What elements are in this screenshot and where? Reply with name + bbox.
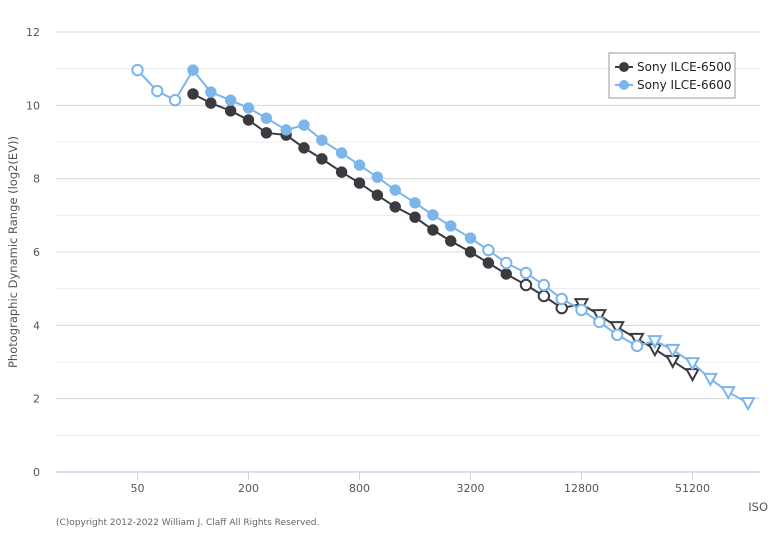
data-point-filled[interactable] bbox=[409, 211, 421, 223]
data-point-filled[interactable] bbox=[409, 197, 421, 209]
data-point-triangle[interactable] bbox=[740, 397, 756, 412]
data-point-filled[interactable] bbox=[335, 166, 348, 178]
x-tick-label: 51200 bbox=[675, 482, 710, 495]
y-axis-title: Photographic Dynamic Range (log2(EV)) bbox=[6, 136, 20, 368]
data-point-open[interactable] bbox=[168, 94, 182, 107]
data-point-filled[interactable] bbox=[224, 94, 237, 106]
data-point-triangle[interactable] bbox=[629, 332, 645, 347]
data-point-filled[interactable] bbox=[353, 159, 366, 171]
legend-marker-icon bbox=[619, 80, 629, 90]
data-point-filled[interactable] bbox=[242, 114, 255, 126]
data-point-filled[interactable] bbox=[316, 134, 328, 146]
data-point-triangle[interactable] bbox=[684, 357, 701, 372]
data-point-filled[interactable] bbox=[371, 189, 384, 201]
data-point-filled[interactable] bbox=[464, 232, 477, 244]
data-point-open[interactable] bbox=[482, 243, 495, 257]
data-point-filled[interactable] bbox=[335, 147, 348, 159]
x-tick-label: 200 bbox=[238, 482, 259, 495]
data-point-filled[interactable] bbox=[427, 209, 439, 221]
series-sony-ilce-6600 bbox=[131, 63, 756, 412]
y-tick-label: 8 bbox=[33, 173, 40, 186]
legend-label: Sony ILCE-6500 bbox=[637, 60, 732, 74]
y-tick-label: 2 bbox=[33, 393, 40, 406]
x-axis: 50 200 800 3200 12800 51200 bbox=[131, 472, 710, 495]
data-point-triangle[interactable] bbox=[702, 372, 719, 387]
legend-marker-icon bbox=[619, 62, 629, 72]
data-point-triangle[interactable] bbox=[591, 309, 608, 324]
data-point-open[interactable] bbox=[131, 63, 144, 77]
data-point-triangle[interactable] bbox=[720, 386, 736, 401]
data-point-open[interactable] bbox=[519, 266, 533, 280]
data-point-filled[interactable] bbox=[205, 97, 217, 109]
data-point-filled[interactable] bbox=[464, 246, 477, 258]
series-line bbox=[136, 68, 749, 404]
data-point-open[interactable] bbox=[630, 339, 644, 353]
data-point-triangle[interactable] bbox=[665, 343, 681, 358]
data-point-open[interactable] bbox=[575, 303, 588, 317]
copyright-text: (C)opyright 2012-2022 William J. Claff A… bbox=[56, 518, 319, 528]
x-tick-label: 800 bbox=[349, 482, 370, 495]
data-point-triangle[interactable] bbox=[647, 335, 663, 350]
data-point-filled[interactable] bbox=[260, 112, 273, 124]
y-tick-label: 4 bbox=[33, 319, 40, 332]
x-axis-title: ISO bbox=[748, 500, 768, 514]
data-point-filled[interactable] bbox=[500, 268, 512, 280]
y-axis-ticks: 0 2 4 6 8 10 12 bbox=[26, 26, 40, 479]
data-point-filled[interactable] bbox=[371, 171, 384, 183]
data-point-filled[interactable] bbox=[205, 86, 217, 98]
legend-label: Sony ILCE-6600 bbox=[637, 78, 732, 92]
data-point-filled[interactable] bbox=[298, 142, 310, 154]
data-point-filled[interactable] bbox=[445, 235, 457, 247]
data-point-filled[interactable] bbox=[187, 64, 199, 76]
data-point-open[interactable] bbox=[593, 315, 606, 329]
data-point-filled[interactable] bbox=[389, 184, 401, 196]
data-point-open[interactable] bbox=[537, 278, 551, 292]
data-point-filled[interactable] bbox=[427, 224, 439, 236]
y-tick-label: 0 bbox=[33, 466, 40, 479]
x-tick-label: 50 bbox=[131, 482, 145, 495]
data-point-filled[interactable] bbox=[260, 127, 273, 139]
y-tick-label: 6 bbox=[33, 246, 40, 259]
data-point-open[interactable] bbox=[555, 292, 568, 306]
data-point-open[interactable] bbox=[611, 328, 624, 342]
data-point-open[interactable] bbox=[537, 289, 551, 303]
data-point-triangle[interactable] bbox=[609, 321, 625, 336]
data-point-filled[interactable] bbox=[316, 153, 328, 165]
data-point-filled[interactable] bbox=[353, 177, 366, 189]
data-point-filled[interactable] bbox=[187, 88, 199, 100]
legend-item-ilce-6500[interactable]: Sony ILCE-6500 bbox=[615, 60, 732, 74]
data-point-filled[interactable] bbox=[482, 257, 495, 269]
data-point-filled[interactable] bbox=[242, 102, 255, 114]
data-point-filled[interactable] bbox=[445, 220, 457, 232]
legend-box bbox=[608, 52, 736, 99]
legend-item-ilce-6600[interactable]: Sony ILCE-6600 bbox=[615, 78, 732, 92]
y-tick-label: 12 bbox=[26, 26, 40, 39]
data-point-filled[interactable] bbox=[298, 119, 310, 131]
data-point-open[interactable] bbox=[519, 278, 533, 292]
series-layer bbox=[131, 63, 756, 412]
x-tick-label: 3200 bbox=[457, 482, 485, 495]
x-tick-label: 12800 bbox=[564, 482, 599, 495]
data-point-filled[interactable] bbox=[224, 105, 237, 117]
series-line bbox=[192, 93, 694, 375]
data-point-filled[interactable] bbox=[389, 201, 401, 213]
data-point-open[interactable] bbox=[500, 256, 513, 270]
data-point-filled[interactable] bbox=[280, 124, 292, 136]
legend: Sony ILCE-6500 Sony ILCE-6600 bbox=[608, 52, 736, 99]
series-sony-ilce-6500 bbox=[187, 88, 701, 383]
data-point-open[interactable] bbox=[151, 84, 164, 98]
y-tick-label: 10 bbox=[26, 99, 40, 112]
